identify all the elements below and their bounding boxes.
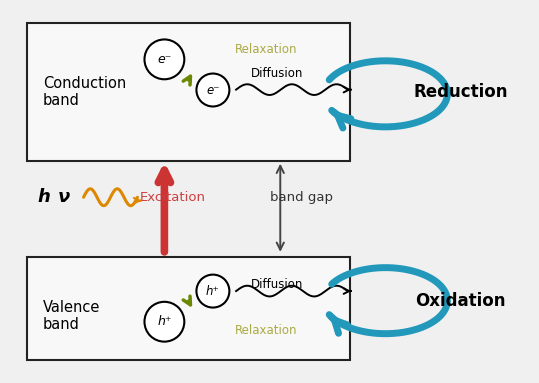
Text: Diffusion: Diffusion [251,67,303,80]
Text: h⁺: h⁺ [206,285,220,298]
Text: Reduction: Reduction [413,83,508,101]
Text: Relaxation: Relaxation [234,324,297,337]
Ellipse shape [196,74,230,106]
Text: Conduction
band: Conduction band [43,76,126,108]
Text: h⁺: h⁺ [157,315,171,328]
Text: Relaxation: Relaxation [234,43,297,56]
Ellipse shape [144,302,184,342]
Ellipse shape [144,39,184,79]
Bar [27,23,350,161]
Text: h: h [38,188,51,206]
Text: e⁻: e⁻ [157,53,171,66]
Text: e⁻: e⁻ [206,83,220,97]
Bar [27,257,350,360]
Text: Diffusion: Diffusion [251,278,303,291]
Text: band gap: band gap [270,191,333,204]
Text: ν: ν [58,188,71,206]
Text: Valence
band: Valence band [43,300,100,332]
Text: Excitation: Excitation [140,191,205,204]
Text: Oxidation: Oxidation [416,292,506,309]
Ellipse shape [196,275,230,308]
